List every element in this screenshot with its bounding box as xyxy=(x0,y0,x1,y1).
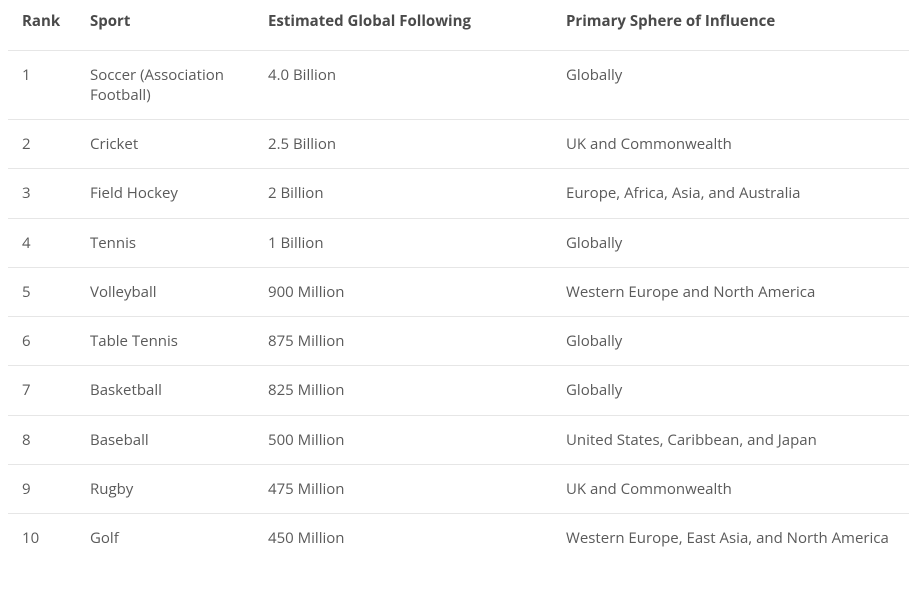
cell-influence: Globally xyxy=(552,317,909,366)
cell-sport: Cricket xyxy=(76,120,254,169)
cell-influence: Europe, Africa, Asia, and Australia xyxy=(552,169,909,218)
col-header-influence: Primary Sphere of Influence xyxy=(552,2,909,50)
cell-following: 500 Million xyxy=(254,415,552,464)
cell-sport: Golf xyxy=(76,514,254,563)
table-row: 5 Volleyball 900 Million Western Europe … xyxy=(8,267,909,316)
table-row: 8 Baseball 500 Million United States, Ca… xyxy=(8,415,909,464)
table-body: 1 Soccer (Association Football) 4.0 Bill… xyxy=(8,50,909,562)
table-row: 2 Cricket 2.5 Billion UK and Commonwealt… xyxy=(8,120,909,169)
cell-rank: 5 xyxy=(8,267,76,316)
cell-following: 2 Billion xyxy=(254,169,552,218)
col-header-rank: Rank xyxy=(8,2,76,50)
cell-rank: 7 xyxy=(8,366,76,415)
table-row: 4 Tennis 1 Billion Globally xyxy=(8,218,909,267)
cell-sport: Basketball xyxy=(76,366,254,415)
cell-sport: Baseball xyxy=(76,415,254,464)
cell-influence: UK and Commonwealth xyxy=(552,120,909,169)
cell-influence: Western Europe, East Asia, and North Ame… xyxy=(552,514,909,563)
cell-rank: 9 xyxy=(8,464,76,513)
cell-rank: 1 xyxy=(8,50,76,120)
cell-rank: 4 xyxy=(8,218,76,267)
cell-following: 825 Million xyxy=(254,366,552,415)
table-row: 6 Table Tennis 875 Million Globally xyxy=(8,317,909,366)
cell-following: 875 Million xyxy=(254,317,552,366)
cell-influence: Globally xyxy=(552,218,909,267)
cell-rank: 6 xyxy=(8,317,76,366)
cell-rank: 8 xyxy=(8,415,76,464)
table-row: 7 Basketball 825 Million Globally xyxy=(8,366,909,415)
table-header: Rank Sport Estimated Global Following Pr… xyxy=(8,2,909,50)
cell-following: 475 Million xyxy=(254,464,552,513)
col-header-following: Estimated Global Following xyxy=(254,2,552,50)
col-header-sport: Sport xyxy=(76,2,254,50)
cell-sport: Soccer (Association Football) xyxy=(76,50,254,120)
cell-influence: Western Europe and North America xyxy=(552,267,909,316)
cell-sport: Rugby xyxy=(76,464,254,513)
table-row: 1 Soccer (Association Football) 4.0 Bill… xyxy=(8,50,909,120)
table-row: 3 Field Hockey 2 Billion Europe, Africa,… xyxy=(8,169,909,218)
cell-following: 900 Million xyxy=(254,267,552,316)
cell-following: 4.0 Billion xyxy=(254,50,552,120)
cell-following: 2.5 Billion xyxy=(254,120,552,169)
cell-rank: 3 xyxy=(8,169,76,218)
cell-following: 450 Million xyxy=(254,514,552,563)
cell-rank: 2 xyxy=(8,120,76,169)
cell-sport: Table Tennis xyxy=(76,317,254,366)
cell-rank: 10 xyxy=(8,514,76,563)
cell-influence: UK and Commonwealth xyxy=(552,464,909,513)
sports-table: Rank Sport Estimated Global Following Pr… xyxy=(8,2,909,562)
cell-sport: Field Hockey xyxy=(76,169,254,218)
table-row: 10 Golf 450 Million Western Europe, East… xyxy=(8,514,909,563)
sports-table-container: Rank Sport Estimated Global Following Pr… xyxy=(0,0,917,570)
cell-following: 1 Billion xyxy=(254,218,552,267)
table-row: 9 Rugby 475 Million UK and Commonwealth xyxy=(8,464,909,513)
cell-influence: Globally xyxy=(552,50,909,120)
cell-influence: United States, Caribbean, and Japan xyxy=(552,415,909,464)
cell-sport: Tennis xyxy=(76,218,254,267)
cell-sport: Volleyball xyxy=(76,267,254,316)
cell-influence: Globally xyxy=(552,366,909,415)
